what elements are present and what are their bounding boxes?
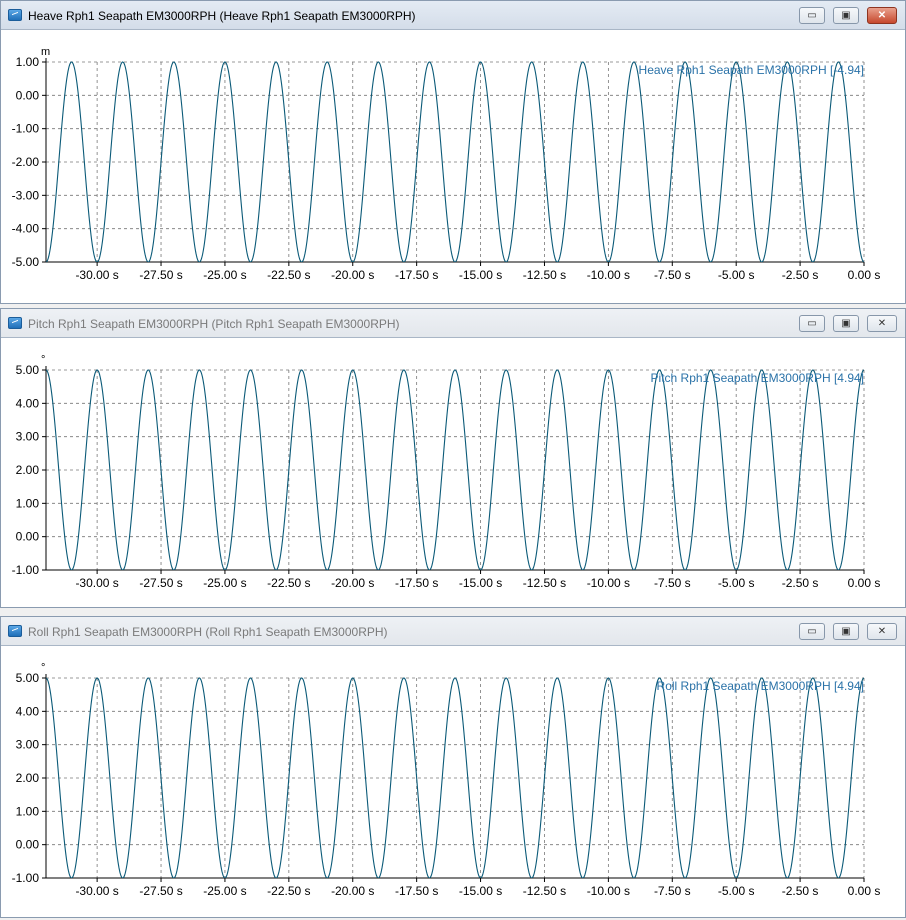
app-icon bbox=[8, 9, 22, 21]
x-tick-label: -10.00 s bbox=[587, 268, 630, 282]
y-tick-label: -1.00 bbox=[12, 122, 40, 136]
x-tick-label: -30.00 s bbox=[75, 576, 118, 590]
x-tick-label: -15.00 s bbox=[459, 576, 502, 590]
pitch-chart[interactable]: 5.00 4.00 3.00 2.00 1.00 0.00 -1.00 -30.00 s -27… bbox=[1, 338, 905, 606]
window-title: Pitch Rph1 Seapath EM3000RPH (Pitch Rph1… bbox=[28, 317, 400, 331]
x-tick-label: -7.50 s bbox=[654, 268, 691, 282]
legend-label: Pitch Rph1 Seapath EM3000RPH [4.94] bbox=[651, 371, 864, 385]
x-tick-label: -12.50 s bbox=[523, 576, 566, 590]
y-unit-label: ° bbox=[41, 662, 45, 674]
series-line bbox=[46, 61, 864, 262]
y-tick-label: 5.00 bbox=[16, 671, 40, 685]
x-tick-label: -12.50 s bbox=[523, 884, 566, 898]
x-tick-label: 0.00 s bbox=[848, 576, 881, 590]
x-tick-label: -30.00 s bbox=[75, 884, 118, 898]
app-icon bbox=[8, 625, 22, 637]
y-tick-label: -1.00 bbox=[12, 563, 40, 577]
roll-window[interactable]: Roll Rph1 Seapath EM3000RPH (Roll Rph1 S… bbox=[0, 616, 906, 918]
maximize-button[interactable]: ▣ bbox=[833, 623, 859, 640]
x-tick-label: -22.50 s bbox=[267, 884, 310, 898]
x-tick-label: 0.00 s bbox=[848, 268, 881, 282]
x-tick-label: -20.00 s bbox=[331, 884, 374, 898]
series-line bbox=[46, 369, 864, 570]
window-title: Heave Rph1 Seapath EM3000RPH (Heave Rph1… bbox=[28, 9, 416, 23]
legend-label: Roll Rph1 Seapath EM3000RPH [4.94] bbox=[657, 679, 864, 693]
y-tick-label: -3.00 bbox=[12, 188, 40, 202]
x-tick-label: -30.00 s bbox=[75, 268, 118, 282]
x-tick-label: -27.50 s bbox=[139, 268, 182, 282]
close-button[interactable]: ✕ bbox=[867, 315, 897, 332]
legend-label: Heave Rph1 Seapath EM3000RPH [-4.94] bbox=[639, 63, 864, 77]
roll-chart[interactable]: 5.00 4.00 3.00 2.00 1.00 0.00 -1.00 -30.00 s -27… bbox=[1, 646, 905, 916]
minimize-button[interactable]: ▭ bbox=[799, 7, 825, 24]
x-tick-label: -7.50 s bbox=[654, 884, 691, 898]
y-tick-label: 1.00 bbox=[16, 804, 40, 818]
y-tick-label: 1.00 bbox=[16, 496, 40, 510]
pitch-window[interactable]: Pitch Rph1 Seapath EM3000RPH (Pitch Rph1… bbox=[0, 308, 906, 608]
x-tick-label: -2.50 s bbox=[782, 884, 819, 898]
app-icon bbox=[8, 317, 22, 329]
y-unit-label: ° bbox=[41, 354, 45, 366]
x-tick-label: -17.50 s bbox=[395, 576, 438, 590]
x-tick-label: -2.50 s bbox=[782, 576, 819, 590]
y-tick-label: 1.00 bbox=[16, 55, 40, 69]
y-tick-label: 3.00 bbox=[16, 738, 40, 752]
x-tick-label: -17.50 s bbox=[395, 884, 438, 898]
y-tick-label: -2.00 bbox=[12, 155, 40, 169]
y-tick-label: 0.00 bbox=[16, 530, 40, 544]
y-tick-label: 5.00 bbox=[16, 363, 40, 377]
x-tick-label: -5.00 s bbox=[718, 576, 755, 590]
x-tick-label: -25.00 s bbox=[203, 884, 246, 898]
heave-window[interactable]: Heave Rph1 Seapath EM3000RPH (Heave Rph1… bbox=[0, 0, 906, 304]
x-tick-label: -15.00 s bbox=[459, 884, 502, 898]
x-tick-label: -10.00 s bbox=[587, 884, 630, 898]
maximize-button[interactable]: ▣ bbox=[833, 7, 859, 24]
x-tick-label: -27.50 s bbox=[139, 576, 182, 590]
minimize-button[interactable]: ▭ bbox=[799, 623, 825, 640]
x-tick-label: -2.50 s bbox=[782, 268, 819, 282]
y-tick-label: 4.00 bbox=[16, 396, 40, 410]
y-tick-label: -5.00 bbox=[12, 255, 40, 269]
y-tick-label: -4.00 bbox=[12, 222, 40, 236]
x-tick-label: -12.50 s bbox=[523, 268, 566, 282]
x-tick-label: -15.00 s bbox=[459, 268, 502, 282]
x-tick-label: -25.00 s bbox=[203, 268, 246, 282]
y-tick-label: 2.00 bbox=[16, 463, 40, 477]
x-tick-label: -22.50 s bbox=[267, 576, 310, 590]
maximize-button[interactable]: ▣ bbox=[833, 315, 859, 332]
x-tick-label: -5.00 s bbox=[718, 268, 755, 282]
x-tick-label: -5.00 s bbox=[718, 884, 755, 898]
y-tick-label: -1.00 bbox=[12, 871, 40, 885]
roll-title-bar[interactable]: Roll Rph1 Seapath EM3000RPH (Roll Rph1 S… bbox=[1, 617, 905, 646]
y-tick-label: 2.00 bbox=[16, 771, 40, 785]
heave-chart[interactable]: 1.00 0.00 -1.00 -2.00 -3.00 -4.00 -5.00 -30.00 … bbox=[1, 30, 905, 300]
series-line bbox=[46, 677, 864, 878]
y-tick-label: 4.00 bbox=[16, 704, 40, 718]
x-tick-label: -10.00 s bbox=[587, 576, 630, 590]
window-title: Roll Rph1 Seapath EM3000RPH (Roll Rph1 S… bbox=[28, 625, 388, 639]
close-button[interactable]: ✕ bbox=[867, 7, 897, 24]
x-tick-label: -20.00 s bbox=[331, 268, 374, 282]
y-tick-label: 3.00 bbox=[16, 430, 40, 444]
heave-title-bar[interactable]: Heave Rph1 Seapath EM3000RPH (Heave Rph1… bbox=[1, 1, 905, 30]
close-button[interactable]: ✕ bbox=[867, 623, 897, 640]
x-tick-label: -20.00 s bbox=[331, 576, 374, 590]
x-tick-label: -7.50 s bbox=[654, 576, 691, 590]
y-tick-label: 0.00 bbox=[16, 88, 40, 102]
minimize-button[interactable]: ▭ bbox=[799, 315, 825, 332]
x-tick-label: -27.50 s bbox=[139, 884, 182, 898]
x-tick-label: 0.00 s bbox=[848, 884, 881, 898]
x-tick-label: -22.50 s bbox=[267, 268, 310, 282]
x-tick-label: -25.00 s bbox=[203, 576, 246, 590]
x-tick-label: -17.50 s bbox=[395, 268, 438, 282]
y-tick-label: 0.00 bbox=[16, 838, 40, 852]
pitch-title-bar[interactable]: Pitch Rph1 Seapath EM3000RPH (Pitch Rph1… bbox=[1, 309, 905, 338]
y-unit-label: m bbox=[41, 46, 50, 58]
